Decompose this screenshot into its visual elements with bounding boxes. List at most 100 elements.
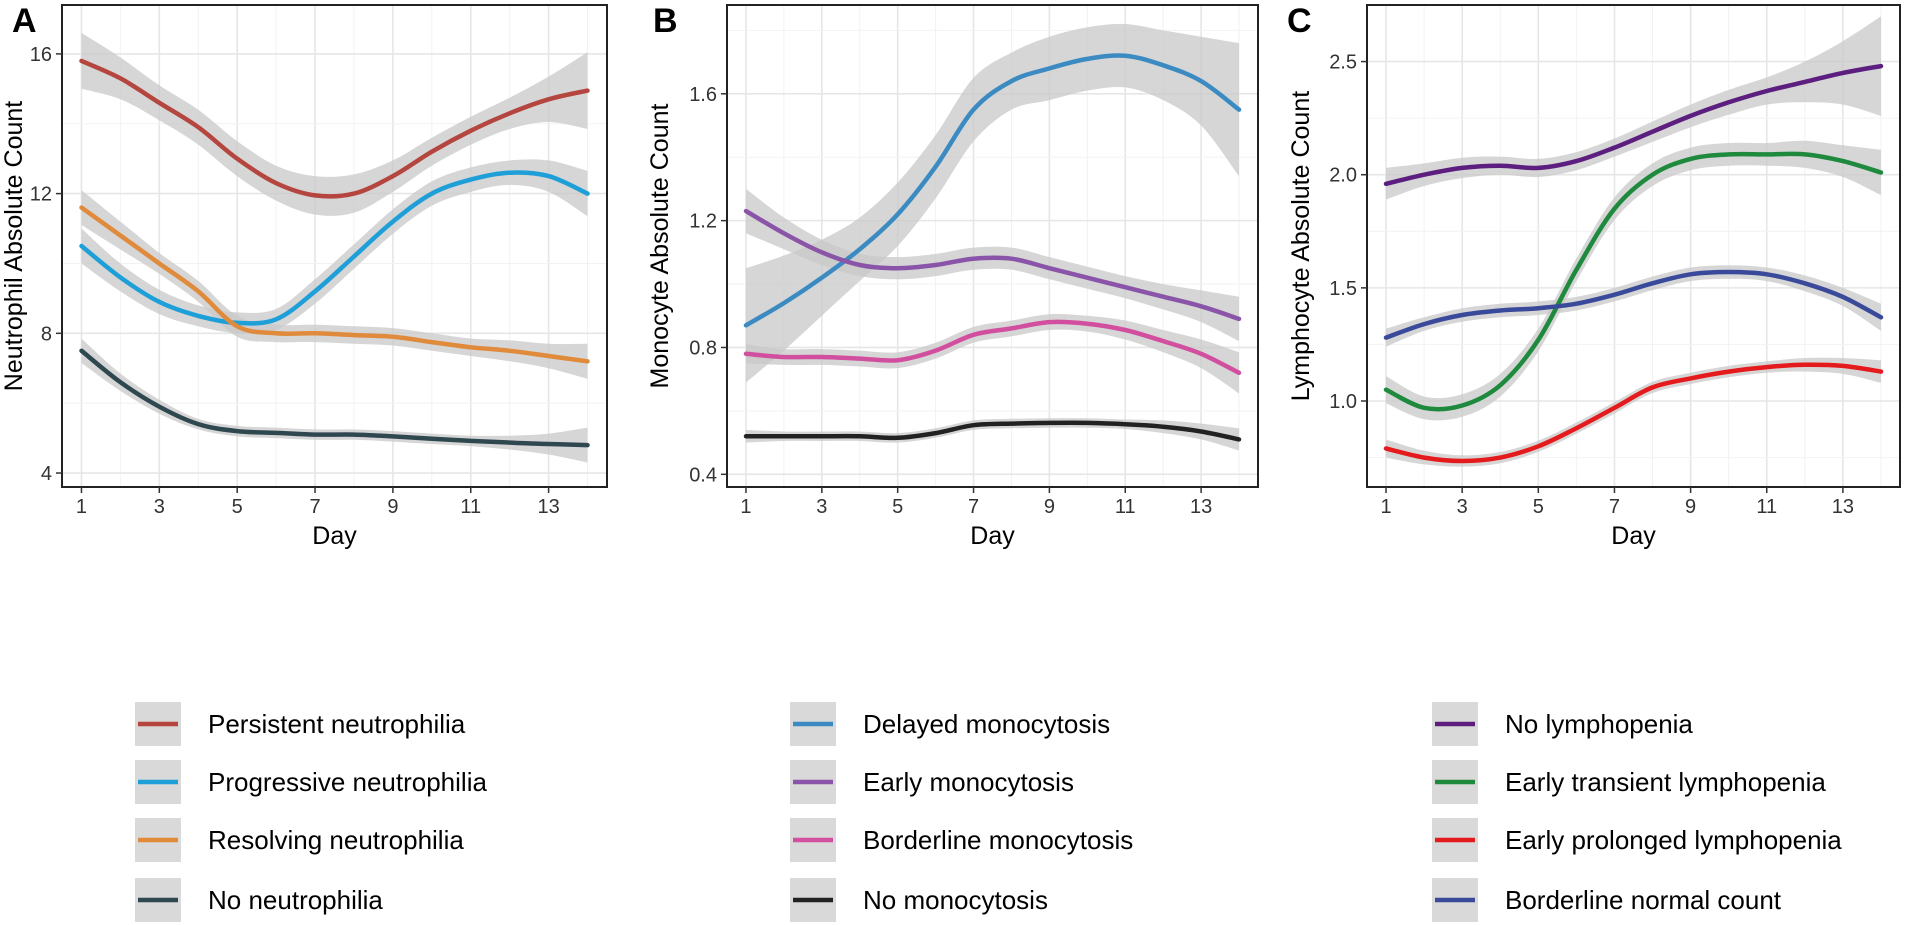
plot-area [743,23,1242,451]
legend-label: Progressive neutrophilia [208,767,487,797]
y-tick-label: 1.0 [1329,391,1357,413]
legend-item-no-lymphopenia: No lymphopenia [1432,702,1693,746]
confidence-band-no-monocytosis [746,418,1239,451]
x-tick-label: 3 [1457,496,1468,518]
x-tick-label: 1 [740,496,751,518]
legend-label: Borderline normal count [1505,885,1782,915]
y-tick-label: 0.8 [689,337,717,359]
series-line-persistent-neutrophilia [79,58,590,199]
legend-b: Delayed monocytosis Early monocytosis Bord… [790,702,1133,922]
y-tick-label: 1.5 [1329,278,1357,300]
y-tick-label: 1.6 [689,84,717,106]
y-tick-label: 2.0 [1329,165,1357,187]
x-axis-title: Day [970,522,1015,550]
y-axis-title: Monocyte Absolute Count [646,103,674,388]
legend-label: No monocytosis [863,885,1048,915]
legend-a: Persistent neutrophilia Progressive neutr… [135,702,487,922]
confidence-band-no-neutrophilia [81,338,588,463]
y-tick-label: 1.2 [689,211,717,233]
panel-letter: A [12,2,37,40]
legend-item-no-neutrophilia: No neutrophilia [135,878,383,922]
confidence-band-early-monocytosis [746,188,1239,342]
legend-item-resolving-neutrophilia: Resolving neutrophilia [135,818,464,862]
plot-area [1383,16,1884,467]
x-axis-title: Day [312,522,357,550]
legend-label: No lymphopenia [1505,709,1693,739]
x-tick-label: 9 [387,496,398,518]
legend-item-persistent-neutrophilia: Persistent neutrophilia [135,702,466,746]
y-tick-label: 12 [30,184,52,206]
legend-label: No neutrophilia [208,885,383,915]
x-tick-label: 5 [892,496,903,518]
x-axis-title: Day [1611,522,1656,550]
legend-label: Borderline monocytosis [863,825,1133,855]
x-tick-label: 5 [1533,496,1544,518]
series-line-no-lymphopenia [1383,63,1884,187]
series-line-delayed-monocytosis [743,53,1242,328]
confidence-band-resolving-neutrophilia [81,190,588,379]
confidence-band-no-lymphopenia [1386,16,1881,200]
y-axis-title: Neutrophil Absolute Count [0,101,28,392]
x-tick-label: 11 [460,496,481,518]
x-tick-label: 3 [154,496,165,518]
confidence-band-borderline-normal-count [1386,265,1881,347]
x-tick-label: 9 [1685,496,1696,518]
confidence-band-borderline-monocytosis [746,313,1239,394]
legend-label: Persistent neutrophilia [208,709,466,739]
x-tick-label: 7 [309,496,320,518]
legend-item-early-monocytosis: Early monocytosis [790,760,1074,804]
legend-item-borderline-monocytosis: Borderline monocytosis [790,818,1133,862]
y-tick-label: 0.4 [689,464,717,486]
confidence-band-early-prolonged-lymphopenia [1386,357,1881,467]
legend-item-early-prolonged-lymphopenia: Early prolonged lymphopenia [1432,818,1842,862]
legend-item-borderline-normal-count: Borderline normal count [1432,878,1782,922]
series-line-early-transient-lymphopenia [1383,151,1884,412]
series-line-no-neutrophilia [79,348,590,448]
confidence-band-early-transient-lymphopenia [1386,140,1881,421]
x-tick-label: 11 [1756,496,1777,518]
series-line-early-prolonged-lymphopenia [1383,362,1884,464]
legend-label: Resolving neutrophilia [208,825,464,855]
x-tick-label: 7 [968,496,979,518]
panel-letter: C [1287,2,1312,40]
x-tick-label: 13 [537,496,559,518]
y-tick-label: 8 [41,323,52,345]
series-line-borderline-normal-count [1383,269,1884,340]
legend-c: No lymphopenia Early transient lymphopeni… [1432,702,1842,922]
legend-item-progressive-neutrophilia: Progressive neutrophilia [135,760,487,804]
x-tick-label: 5 [232,496,243,518]
legend-label: Delayed monocytosis [863,709,1110,739]
x-tick-label: 11 [1115,496,1136,518]
series-line-no-monocytosis [743,420,1242,442]
x-tick-label: 1 [1380,496,1391,518]
x-tick-label: 7 [1609,496,1620,518]
legend-item-delayed-monocytosis: Delayed monocytosis [790,702,1110,746]
series-line-borderline-monocytosis [743,319,1242,376]
confidence-band-progressive-neutrophilia [81,159,588,334]
series-line-early-monocytosis [743,208,1242,322]
x-tick-label: 9 [1044,496,1055,518]
confidence-band-delayed-monocytosis [746,23,1239,383]
plot-area [79,32,590,463]
legend-item-early-transient-lymphopenia: Early transient lymphopenia [1432,760,1826,804]
x-tick-label: 1 [76,496,87,518]
series-line-resolving-neutrophilia [79,205,590,364]
x-tick-label: 13 [1190,496,1212,518]
legend-item-no-monocytosis: No monocytosis [790,878,1048,922]
panel-border [726,4,1259,488]
panel-border [61,4,608,488]
y-axis-title: Lymphocyte Absolute Count [1287,91,1315,401]
panel-letter: B [653,2,678,40]
x-tick-label: 13 [1832,496,1854,518]
series-line-progressive-neutrophilia [79,170,590,326]
y-tick-label: 4 [41,463,52,485]
y-tick-label: 16 [30,44,52,66]
x-tick-label: 3 [816,496,827,518]
legend-label: Early prolonged lymphopenia [1505,825,1842,855]
legend-label: Early transient lymphopenia [1505,767,1826,797]
legend-label: Early monocytosis [863,767,1074,797]
